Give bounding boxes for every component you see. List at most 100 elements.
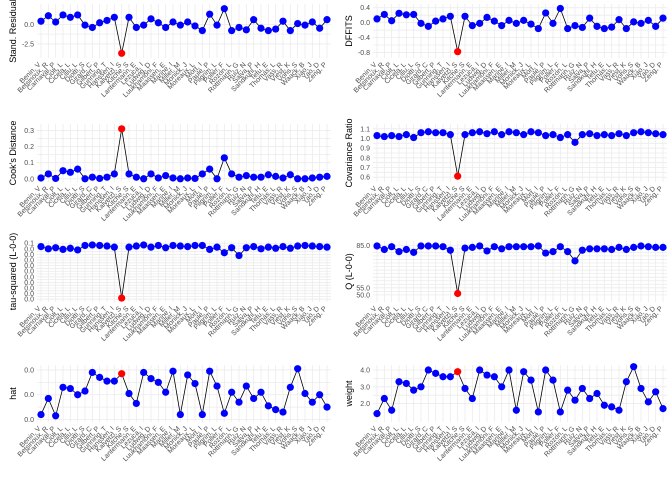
series-line: [376, 131, 664, 177]
data-point: [388, 132, 396, 140]
data-point: [637, 384, 645, 393]
data-point: [110, 243, 118, 251]
data-point: [483, 130, 491, 138]
data-point: [74, 391, 82, 399]
y-tick-label: 0.0: [24, 280, 34, 287]
data-point: [439, 129, 447, 137]
data-point: [279, 242, 287, 251]
data-point: [176, 175, 184, 183]
data-point: [162, 388, 170, 396]
data-point: [410, 10, 418, 19]
y-tick-label: 0.9: [360, 146, 370, 153]
data-point: [476, 242, 484, 250]
data-point: [228, 27, 236, 35]
data-point: [556, 243, 564, 251]
data-point: [96, 373, 104, 381]
y-tick-label: 0.0: [24, 392, 34, 399]
data-point: [512, 129, 520, 137]
data-point: [220, 249, 228, 257]
y-axis-title: tau-squared (L-0-0): [8, 233, 18, 311]
y-tick-label: 2.0: [360, 401, 370, 408]
data-point: [549, 19, 557, 27]
data-point: [213, 382, 221, 390]
data-point: [272, 172, 280, 180]
data-point: [608, 245, 616, 254]
data-point: [520, 368, 528, 376]
series-line: [40, 7, 328, 54]
data-point: [402, 131, 410, 139]
y-tick-label: 0.0: [24, 258, 34, 265]
data-point: [88, 241, 96, 249]
data-point: [279, 408, 287, 416]
data-point: [630, 129, 638, 137]
data-point: [490, 373, 498, 381]
data-point: [37, 242, 45, 251]
data-point: [388, 406, 396, 414]
data-point: [512, 243, 520, 251]
data-point: [520, 131, 528, 139]
data-point: [88, 173, 96, 181]
series-line: [40, 128, 328, 180]
data-point: [74, 11, 82, 19]
data-point: [468, 394, 476, 403]
data-point: [461, 244, 469, 252]
data-point: [59, 167, 67, 175]
data-point: [162, 23, 170, 32]
data-point: [154, 241, 162, 250]
data-point: [169, 18, 177, 26]
data-point: [659, 243, 667, 251]
data-point: [140, 175, 148, 183]
y-axis-title: Q (L-0-0): [344, 253, 354, 290]
highlighted-point: [118, 370, 126, 378]
data-point: [308, 398, 316, 406]
data-point: [417, 383, 425, 391]
data-point: [140, 368, 148, 377]
data-point: [125, 170, 133, 178]
data-point: [534, 242, 542, 250]
data-point: [37, 17, 45, 25]
data-point: [380, 394, 388, 403]
data-point: [586, 130, 594, 138]
data-point: [615, 130, 623, 138]
data-point: [417, 242, 425, 250]
data-point: [593, 245, 601, 253]
y-tick-label: 0.1: [24, 160, 34, 167]
data-point: [191, 22, 199, 30]
data-point: [615, 243, 623, 251]
data-point: [410, 248, 418, 256]
data-point: [490, 243, 498, 251]
data-point: [147, 15, 155, 23]
data-point: [468, 129, 476, 137]
data-point: [206, 367, 214, 375]
data-point: [520, 243, 528, 251]
data-point: [637, 128, 645, 136]
data-point: [439, 373, 447, 381]
data-point: [395, 378, 403, 386]
data-point: [286, 171, 294, 179]
data-point: [446, 131, 454, 139]
y-tick-label: 0.6: [360, 175, 370, 182]
y-tick-label: 0.0: [24, 176, 34, 183]
data-point: [446, 246, 454, 254]
data-point: [301, 21, 309, 29]
data-point: [213, 21, 221, 29]
data-point: [176, 242, 184, 250]
y-tick-label: 4.0: [360, 368, 370, 375]
y-axis-title: Cook's Distance: [8, 121, 18, 186]
data-point: [424, 22, 432, 30]
data-point: [505, 366, 513, 374]
data-point: [622, 245, 630, 254]
y-axis-title: Stand. Residual: [8, 0, 18, 63]
data-point: [476, 366, 484, 374]
data-point: [162, 244, 170, 252]
data-point: [622, 132, 630, 140]
data-point: [294, 365, 302, 373]
data-point: [88, 23, 96, 32]
data-point: [279, 174, 287, 182]
data-point: [564, 248, 572, 256]
data-point: [483, 371, 491, 379]
data-point: [402, 245, 410, 254]
data-point: [630, 243, 638, 251]
data-point: [402, 379, 410, 388]
data-point: [66, 384, 74, 393]
